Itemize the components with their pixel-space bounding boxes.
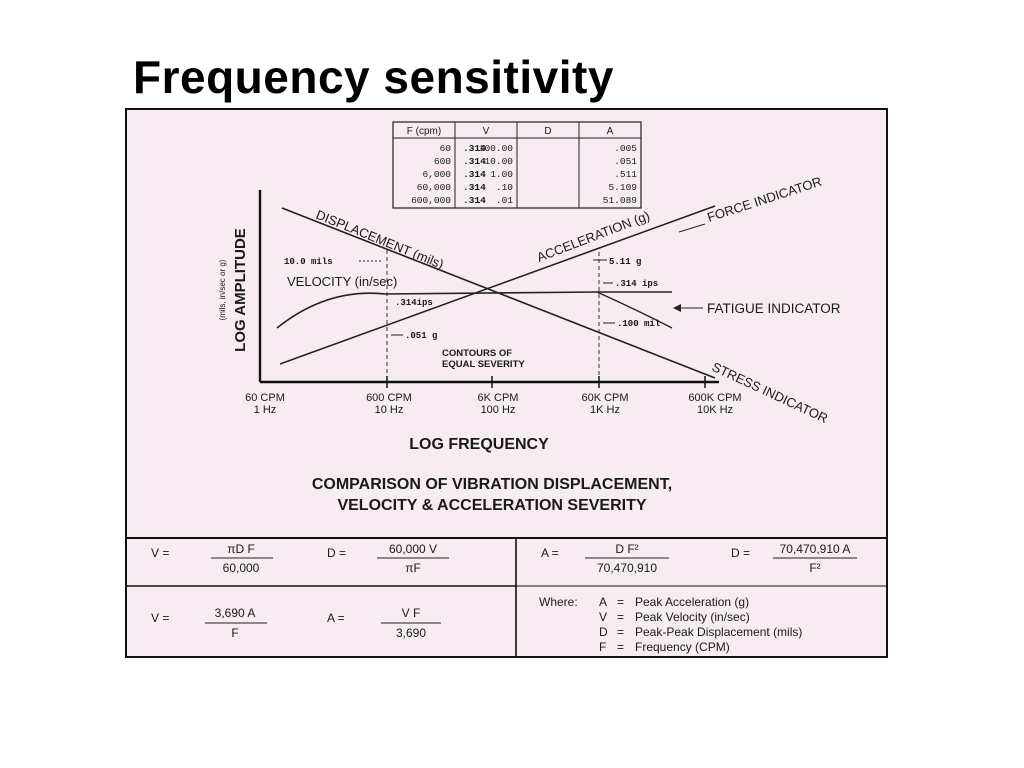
table-cell: 10.00 xyxy=(484,156,513,167)
table-cell: .314 xyxy=(463,182,486,193)
table-cell: 600,000 xyxy=(411,195,451,206)
velocity-curve xyxy=(276,291,672,329)
formula-v1-lhs: V = xyxy=(151,546,169,560)
legend-equals: = xyxy=(617,610,624,624)
legend-symbol: D xyxy=(599,625,608,639)
table-cell: 100.00 xyxy=(479,143,514,154)
table-cell: .051 xyxy=(614,156,637,167)
formula-d1-num: 60,000 V xyxy=(389,542,437,556)
x-tick-label: 1 Hz xyxy=(254,404,277,416)
table-header-d: D xyxy=(544,126,551,137)
table-cell: .314 xyxy=(463,143,486,154)
table-cell: .01 xyxy=(496,195,513,206)
formula-v2-den: F xyxy=(231,626,238,640)
table-header-f: F (cpm) xyxy=(407,126,441,137)
x-tick-labels: 60 CPM 1 Hz 600 CPM 10 Hz 6K CPM 100 Hz … xyxy=(245,392,741,416)
formula-a1-den: 70,470,910 xyxy=(597,561,657,575)
caption-line2: VELOCITY & ACCELERATION SEVERITY xyxy=(337,497,646,514)
annotation-acc-600: .051 g xyxy=(405,331,437,341)
velocity-rolloff xyxy=(596,291,673,329)
formula-v2-lhs: V = xyxy=(151,611,169,625)
x-tick-label: 60K CPM xyxy=(581,392,628,404)
legend-where: Where: xyxy=(539,595,578,609)
y-axis-label: LOG AMPLITUDE xyxy=(232,228,249,352)
table-cell: 60 xyxy=(440,143,452,154)
table-cell: .314 xyxy=(463,195,486,206)
formula-a2-den: 3,690 xyxy=(396,626,426,640)
table-header-v: V xyxy=(483,126,490,137)
legend-desc: Peak Acceleration (g) xyxy=(635,595,749,609)
x-tick-label: 60 CPM xyxy=(245,392,285,404)
formula-a2-lhs: A = xyxy=(327,611,345,625)
x-tick-label: 6K CPM xyxy=(478,392,519,404)
force-indicator-label: FORCE INDICATOR xyxy=(705,174,823,225)
x-tick-label: 600K CPM xyxy=(688,392,741,404)
formula-d2-lhs: D = xyxy=(731,546,750,560)
annotation-disp-600: 10.0 mils xyxy=(284,257,333,267)
table-rows: 60 .314 100.00 .005 600 .314 10.00 .051 … xyxy=(411,143,637,206)
formula-a1-lhs: A = xyxy=(541,546,559,560)
fatigue-indicator-label: FATIGUE INDICATOR xyxy=(707,301,841,316)
velocity-label: VELOCITY (in/sec) xyxy=(287,274,397,289)
acceleration-line xyxy=(279,205,716,365)
legend-desc: Frequency (CPM) xyxy=(635,640,730,654)
x-tick-label: 1K Hz xyxy=(590,404,620,416)
vibration-severity-diagram: F (cpm) V D A 60 .314 100.00 .005 600 .3… xyxy=(127,121,886,656)
table-cell: .314 xyxy=(463,169,486,180)
legend-symbol: F xyxy=(599,640,606,654)
graph-axes xyxy=(258,190,719,388)
legend-desc: Peak-Peak Displacement (mils) xyxy=(635,625,802,639)
severity-table: F (cpm) V D A 60 .314 100.00 .005 600 .3… xyxy=(392,121,642,209)
table-cell: .314 xyxy=(463,156,486,167)
formula-box: V = πD F 60,000 D = 60,000 V πF A = D F²… xyxy=(127,537,886,656)
legend-equals: = xyxy=(617,595,624,609)
formula-a1-num: D F² xyxy=(615,542,638,556)
x-tick-label: 100 Hz xyxy=(481,404,516,416)
formula-d1-den: πF xyxy=(405,561,421,575)
annotation-disp-60k: .100 mil xyxy=(617,319,661,329)
caption-line1: COMPARISON OF VIBRATION DISPLACEMENT, xyxy=(312,476,672,493)
annotation-acc-60k: 5.11 g xyxy=(609,257,641,267)
legend-symbol: V xyxy=(599,610,607,624)
legend-desc: Peak Velocity (in/sec) xyxy=(635,610,750,624)
table-cell: 6,000 xyxy=(422,169,451,180)
x-tick-label: 600 CPM xyxy=(366,392,412,404)
formula-d2-den: F² xyxy=(809,561,820,575)
formula-d1-lhs: D = xyxy=(327,546,346,560)
contours-label-line1: CONTOURS OF xyxy=(442,348,512,359)
legend-equals: = xyxy=(617,640,624,654)
variable-legend: Where: A = Peak Acceleration (g) V = Pea… xyxy=(539,595,802,654)
table-cell: .10 xyxy=(496,182,513,193)
table-cell: .511 xyxy=(614,169,637,180)
table-cell: 5.109 xyxy=(608,182,637,193)
annotation-vel-600: .314ips xyxy=(395,298,433,308)
formula-v1-den: 60,000 xyxy=(223,561,260,575)
formula-d2-num: 70,470,910 A xyxy=(780,542,851,556)
scanned-chart-image: F (cpm) V D A 60 .314 100.00 .005 600 .3… xyxy=(125,108,888,658)
legend-equals: = xyxy=(617,625,624,639)
table-cell: 51.089 xyxy=(603,195,638,206)
annotation-vel-60k: .314 ips xyxy=(615,279,658,289)
formula-a2-num: V F xyxy=(402,606,421,620)
formula-v1-num: πD F xyxy=(227,542,255,556)
formula-v2-num: 3,690 A xyxy=(215,606,256,620)
contours-label-line2: EQUAL SEVERITY xyxy=(442,359,525,370)
slide-title: Frequency sensitivity xyxy=(133,51,614,103)
table-header-a: A xyxy=(607,126,614,137)
displacement-label: DISPLACEMENT (mils) xyxy=(314,207,446,272)
y-axis-sublabel: (mils, in/sec or g) xyxy=(218,259,227,320)
table-cell: .005 xyxy=(614,143,637,154)
table-cell: 60,000 xyxy=(417,182,452,193)
x-tick-label: 10K Hz xyxy=(697,404,733,416)
legend-symbol: A xyxy=(599,595,607,609)
x-tick-label: 10 Hz xyxy=(375,404,404,416)
table-cell: 600 xyxy=(434,156,451,167)
x-axis-label: LOG FREQUENCY xyxy=(409,436,549,453)
table-cell: 1.00 xyxy=(490,169,513,180)
